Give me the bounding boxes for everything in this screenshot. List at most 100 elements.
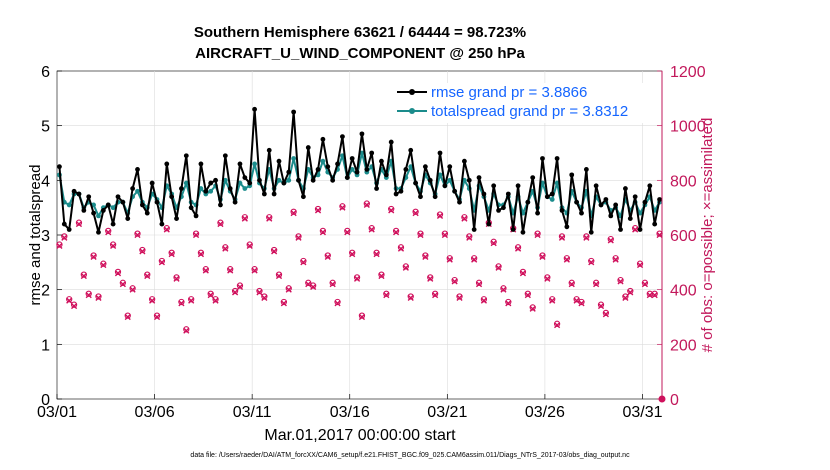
obs-possible-point [324, 252, 331, 259]
x-axis-ticks: 03/01 03/06 03/11 03/16 03/21 03/26 03/31 [37, 394, 663, 421]
obs-possible-point [236, 282, 244, 289]
obs-assimilated-point [173, 275, 180, 282]
obs-assimilated-point [646, 292, 653, 299]
obs-assimilated-point [227, 267, 234, 274]
obs-possible-point [441, 230, 449, 237]
obs-possible-point [427, 274, 434, 281]
rmse-point [349, 156, 355, 161]
obs-possible-point [119, 279, 127, 286]
obs-assimilated-point [363, 201, 370, 209]
rmse-point [437, 150, 443, 156]
obs-possible-point [353, 274, 361, 281]
obs-possible-point [636, 260, 644, 267]
rmse-point [354, 169, 360, 175]
rmse-point [510, 227, 516, 232]
obs-assimilated-point [192, 231, 200, 239]
rmse-point [613, 202, 619, 208]
obs-possible-point [114, 268, 122, 276]
obs-possible-point [129, 285, 136, 292]
rmse-point [559, 208, 565, 213]
obs-possible-point [563, 255, 571, 262]
obs-assimilated-point [236, 283, 244, 291]
left-axis-tick-label: 4 [41, 173, 50, 190]
obs-assimilated-point [56, 242, 63, 250]
obs-assimilated-point [466, 234, 473, 241]
obs-assimilated-point [188, 297, 195, 304]
rmse-point [427, 177, 433, 183]
rmse-point [305, 145, 311, 150]
obs-assimilated-point [534, 231, 541, 239]
totalspread-line [58, 152, 661, 217]
obs-assimilated-point [573, 297, 580, 304]
obs-possible-point [431, 290, 439, 297]
rmse-point [496, 208, 501, 213]
rmse-point [149, 180, 155, 186]
rmse-point [169, 194, 175, 200]
obs-possible-point [148, 296, 156, 303]
obs-possible-point [300, 257, 307, 265]
obs-assimilated-point [407, 294, 414, 301]
x-axis-tick-label: 03/11 [233, 404, 272, 421]
obs-possible-point [529, 304, 536, 311]
obs-possible-point [632, 225, 639, 232]
rmse-point [525, 199, 531, 205]
totalspread-point [286, 177, 292, 183]
rmse-point [593, 183, 599, 189]
obs-assimilated-point [427, 275, 434, 282]
obs-assimilated-point [66, 297, 73, 304]
obs-possible-point [207, 290, 214, 297]
obs-assimilated-point [641, 281, 649, 288]
rmse-point [432, 194, 438, 200]
obs-possible-point [524, 290, 531, 297]
obs-assimilated-point [285, 286, 292, 293]
rmse-point [120, 199, 126, 205]
obs-assimilated-point [383, 292, 390, 299]
obs-possible-point [139, 246, 146, 254]
obs-assimilated-point [544, 275, 551, 282]
obs-assimilated-point [368, 226, 375, 233]
obs-possible-point [329, 279, 336, 286]
obs-possible-point [261, 293, 268, 300]
obs-assimilated-point [314, 207, 322, 214]
totalspread-point [349, 167, 355, 172]
obs-possible-point [124, 312, 131, 319]
rmse-point [515, 183, 521, 189]
rmse-point [208, 180, 214, 186]
rmse-point [457, 199, 462, 205]
obs-assimilated-point [490, 240, 497, 247]
x-axis-tick-label: 03/31 [622, 404, 662, 421]
obs-possible-point [158, 257, 166, 265]
rmse-point [369, 150, 375, 156]
obs-possible-point [378, 271, 385, 278]
rmse-point [476, 175, 482, 181]
obs-assimilated-point [129, 286, 136, 293]
obs-assimilated-point [397, 245, 405, 252]
obs-assimilated-point [422, 253, 429, 260]
rmse-point [574, 199, 580, 205]
obs-possible-point [588, 257, 595, 265]
totalspread-point [135, 188, 140, 194]
obs-possible-point [295, 233, 302, 240]
obs-possible-point [212, 296, 219, 303]
obs-assimilated-point [505, 300, 512, 307]
rmse-point [418, 194, 423, 200]
obs-assimilated-point [212, 297, 219, 304]
obs-assimilated-point [373, 251, 380, 258]
obs-possible-point [602, 309, 610, 317]
rmse-point [198, 161, 204, 167]
obs-possible-point [475, 279, 483, 286]
obs-assimilated-point [568, 281, 575, 288]
totalspread-point [291, 156, 297, 161]
rmse-point [144, 210, 150, 216]
rmse-point [447, 164, 453, 170]
rmse-point [227, 186, 233, 191]
totalspread-point [252, 161, 258, 167]
rmse-point [579, 210, 584, 216]
rmse-point [501, 205, 506, 211]
obs-assimilated-point [607, 237, 614, 244]
obs-assimilated-point [456, 294, 463, 301]
rmse-point [403, 167, 409, 172]
obs-possible-point [461, 214, 468, 221]
obs-possible-point [368, 225, 375, 232]
